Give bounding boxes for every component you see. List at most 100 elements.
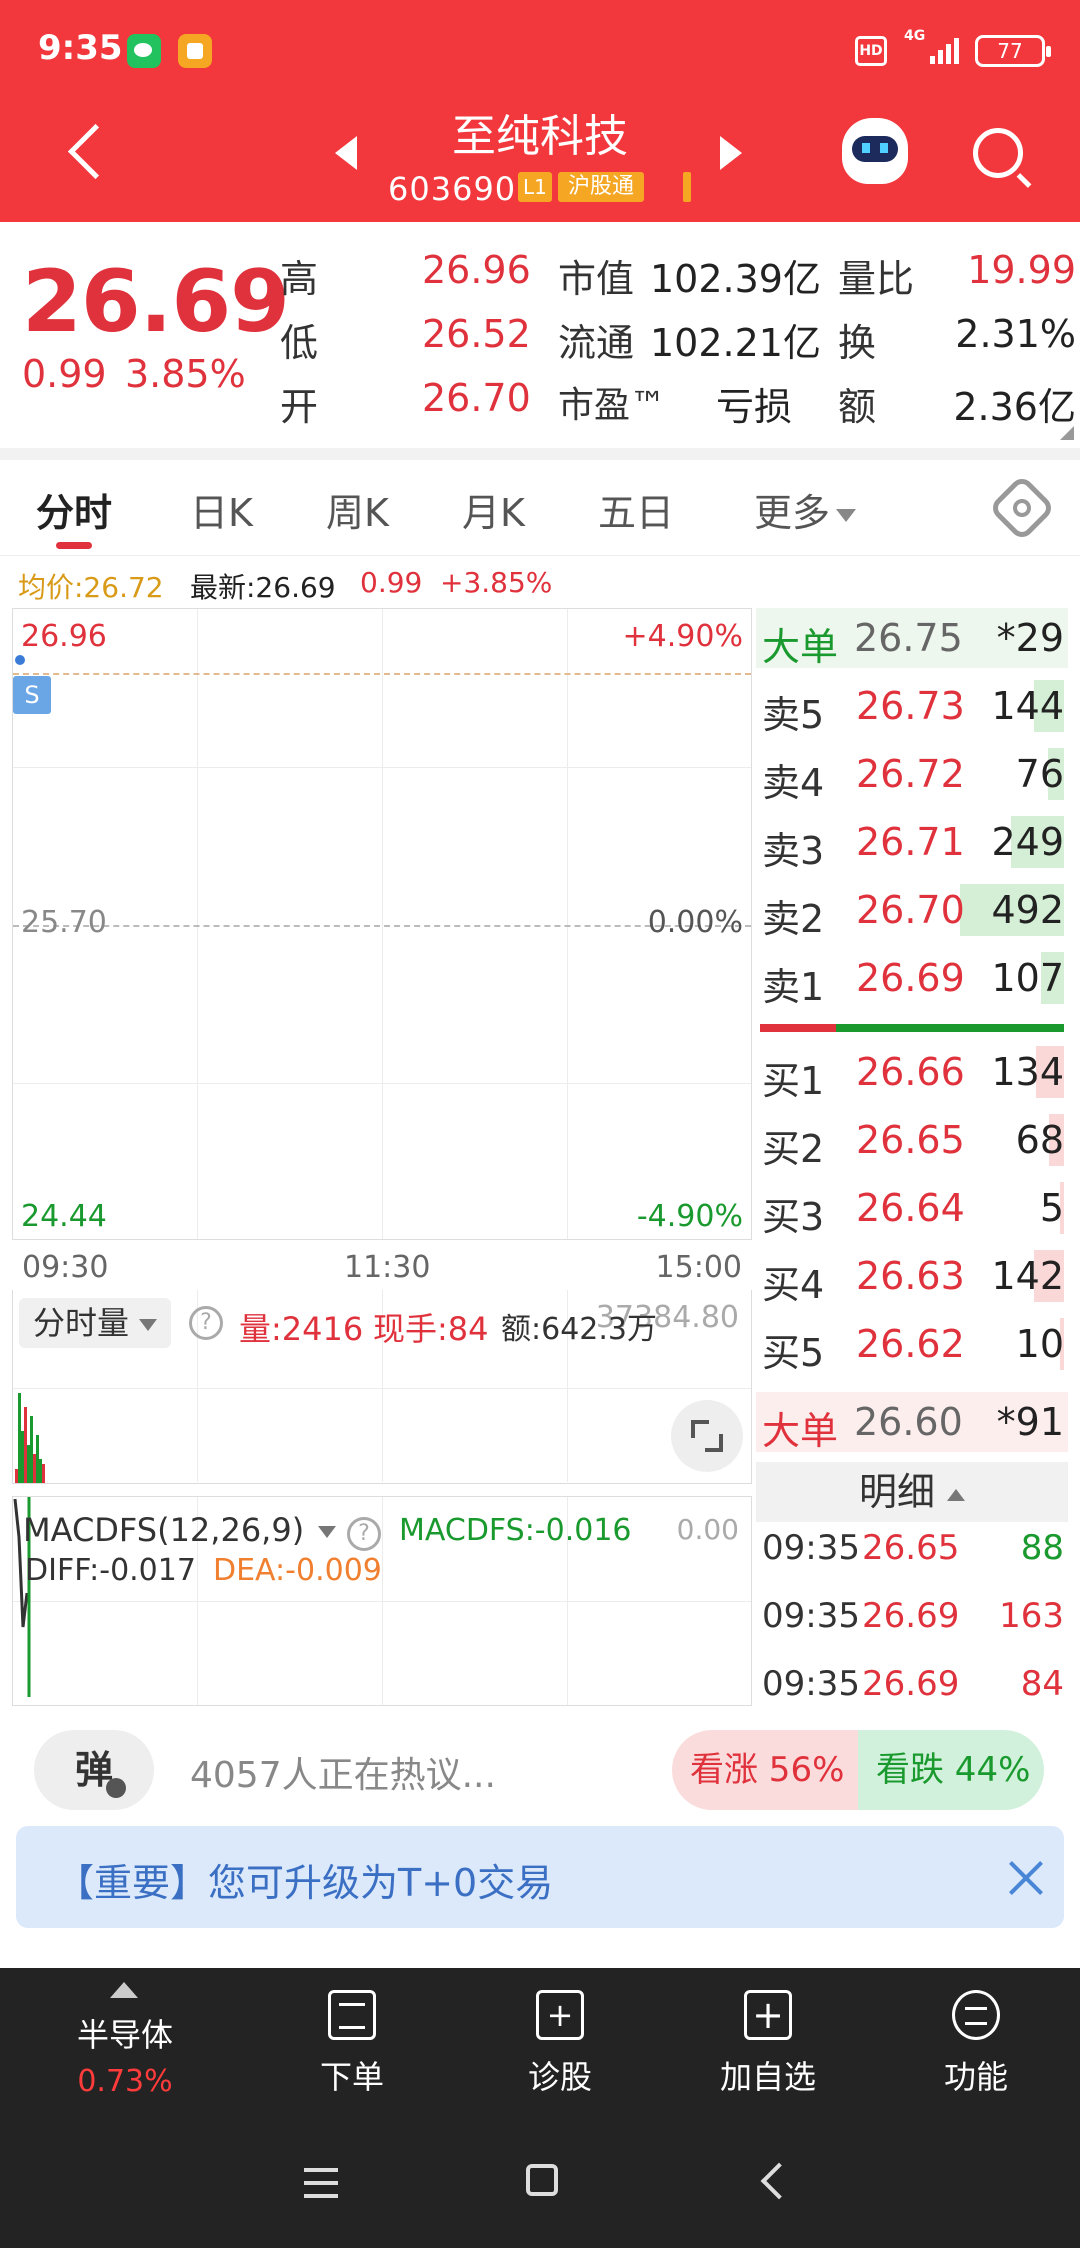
sell-marker[interactable]: S xyxy=(13,676,51,714)
volume-bar xyxy=(33,1454,36,1483)
back-icon[interactable] xyxy=(760,2162,798,2200)
ask-label: 卖2 xyxy=(762,897,825,941)
turnover-value: 2.31% xyxy=(955,312,1076,356)
menu-circle-icon xyxy=(952,1990,1000,2040)
bottom-toolbar: 半导体 0.73% 下单 诊股 加自选 功能 xyxy=(0,1968,1080,2118)
mid-pct-label: 0.00% xyxy=(647,905,743,940)
tab-more[interactable]: 更多 xyxy=(754,482,857,537)
diagnose-icon xyxy=(536,1990,584,2040)
chart-tabs: 分时 日K 周K 月K 五日 更多 xyxy=(0,460,1080,556)
help-icon[interactable]: ? xyxy=(189,1306,223,1340)
hd-icon: HD xyxy=(855,36,887,66)
tab-weekly-k[interactable]: 周K xyxy=(326,491,389,535)
bid-row[interactable]: 买5 26.62 10 xyxy=(756,1314,1068,1375)
ask-row[interactable]: 卖5 26.73 144 xyxy=(756,676,1068,737)
ask-price: 26.69 xyxy=(856,956,965,1000)
expand-chart-button[interactable] xyxy=(671,1400,743,1472)
bid-row[interactable]: 买4 26.63 142 xyxy=(756,1246,1068,1307)
ask-row[interactable]: 卖1 26.69 107 xyxy=(756,948,1068,1009)
trade-qty: 163 xyxy=(999,1596,1064,1636)
bid-row[interactable]: 买2 26.65 68 xyxy=(756,1110,1068,1171)
macd-indicator-select[interactable]: MACDFS(12,26,9) xyxy=(23,1511,336,1549)
ask-row[interactable]: 卖4 26.72 76 xyxy=(756,744,1068,805)
vote-down-button[interactable]: 看跌 44% xyxy=(858,1730,1044,1810)
float-cap-value: 102.21亿 xyxy=(650,321,821,365)
ask-row[interactable]: 卖3 26.71 249 xyxy=(756,812,1068,873)
grid-line xyxy=(197,609,198,1239)
header-marker xyxy=(683,172,691,202)
close-icon[interactable] xyxy=(1006,1858,1046,1898)
ask-qty: 144 xyxy=(991,684,1064,728)
volume-type-select[interactable]: 分时量 xyxy=(19,1298,172,1348)
function-label: 功能 xyxy=(943,2058,1008,2096)
bid-depth-bar xyxy=(1060,1182,1064,1234)
time-open: 09:30 xyxy=(22,1250,109,1285)
float-cap-label: 流通 xyxy=(558,321,635,365)
grid-line xyxy=(197,1290,198,1482)
order-button[interactable]: 下单 xyxy=(252,1968,452,2118)
chevron-up-icon xyxy=(110,1982,138,1998)
tab-five-day[interactable]: 五日 xyxy=(598,491,675,535)
robot-assistant-icon[interactable] xyxy=(842,118,908,184)
bid-label: 买4 xyxy=(762,1263,825,1307)
volume-bar xyxy=(42,1464,45,1483)
prev-stock-icon[interactable] xyxy=(335,136,357,170)
trade-detail-toggle[interactable]: 明细 xyxy=(756,1462,1068,1522)
add-icon xyxy=(744,1990,792,2040)
notice-banner[interactable]: 【重要】您可升级为T+0交易 xyxy=(16,1826,1064,1928)
low-label: 低 xyxy=(280,321,319,365)
grid-line xyxy=(13,1083,751,1084)
function-button[interactable]: 功能 xyxy=(876,1968,1076,2118)
bid-price: 26.62 xyxy=(856,1322,965,1366)
grid-line xyxy=(13,1601,751,1602)
intraday-chart[interactable]: 26.96 +4.90% 25.70 0.00% 24.44 -4.90% S xyxy=(12,608,752,1240)
big-ask-row[interactable]: 大单 26.75 *29 xyxy=(756,608,1068,669)
add-watchlist-button[interactable]: 加自选 xyxy=(668,1968,868,2118)
ask-depth-bar xyxy=(1011,816,1064,868)
settings-icon[interactable] xyxy=(988,474,1056,542)
vote-up-button[interactable]: 看涨 56% xyxy=(672,1730,864,1810)
tab-daily-k[interactable]: 日K xyxy=(190,491,253,535)
discussion-bar: 弹 4057人正在热议... 看涨 56% 看跌 44% xyxy=(0,1716,1080,1826)
bid-row[interactable]: 买1 26.66 134 xyxy=(756,1042,1068,1103)
diagnose-button[interactable]: 诊股 xyxy=(460,1968,660,2118)
ask-label: 卖4 xyxy=(762,761,825,805)
help-icon[interactable]: ? xyxy=(347,1517,381,1551)
expand-corner-icon[interactable] xyxy=(1060,426,1074,440)
volume-bar xyxy=(21,1431,24,1483)
market-cap-value: 102.39亿 xyxy=(650,257,821,301)
avg-price: 均价:26.72 xyxy=(18,571,164,604)
macd-dea: DEA:-0.009 xyxy=(213,1553,382,1588)
volume-current-hand: 现手:84 xyxy=(373,1310,489,1348)
ask-qty: 76 xyxy=(1015,752,1064,796)
bid-price: 26.65 xyxy=(856,1118,965,1162)
sector-button[interactable]: 半导体 0.73% xyxy=(0,1968,250,2118)
danmu-toggle-button[interactable]: 弹 xyxy=(34,1730,154,1810)
order-label: 下单 xyxy=(319,2058,384,2096)
sector-change: 0.73% xyxy=(77,2064,173,2099)
big-bid-row[interactable]: 大单 26.60 *91 xyxy=(756,1392,1068,1453)
signal-icon xyxy=(902,30,962,70)
recent-apps-icon[interactable] xyxy=(304,2168,338,2198)
ask-price: 26.71 xyxy=(856,820,965,864)
info-change-pct: +3.85% xyxy=(440,566,553,599)
volume-bar xyxy=(18,1393,21,1483)
amount-value: 2.36亿 xyxy=(953,385,1076,429)
prev-close-line xyxy=(13,925,751,927)
discussion-prompt[interactable]: 4057人正在热议... xyxy=(190,1755,496,1796)
tab-intraday[interactable]: 分时 xyxy=(36,491,113,535)
info-change: 0.99 xyxy=(360,566,423,599)
notice-text[interactable]: 【重要】您可升级为T+0交易 xyxy=(56,1861,554,1905)
search-icon[interactable] xyxy=(973,128,1023,178)
app-header: 9:35 HD 4G 77 至纯科技 603690 L1 沪股通 xyxy=(0,0,1080,222)
bid-row[interactable]: 买3 26.64 5 xyxy=(756,1178,1068,1239)
back-button[interactable] xyxy=(60,118,114,188)
open-label: 开 xyxy=(280,385,319,429)
next-stock-icon[interactable] xyxy=(720,136,742,170)
tab-monthly-k[interactable]: 月K xyxy=(462,491,525,535)
ask-row[interactable]: 卖2 26.70 492 xyxy=(756,880,1068,941)
wechat-notification-icon xyxy=(127,34,161,68)
bid-price: 26.66 xyxy=(856,1050,965,1094)
home-icon[interactable] xyxy=(526,2164,558,2196)
grid-line xyxy=(382,1290,383,1482)
